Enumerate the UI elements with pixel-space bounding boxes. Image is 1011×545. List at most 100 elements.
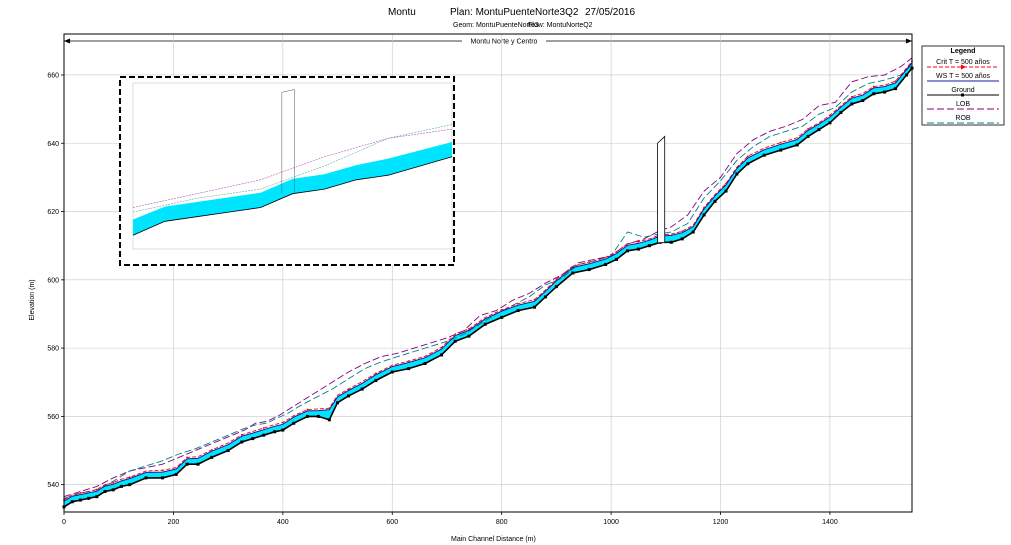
ground-marker	[587, 268, 591, 272]
ground-marker	[196, 462, 200, 466]
y-tick-label: 620	[47, 209, 59, 216]
y-tick-label: 560	[47, 414, 59, 421]
ground-marker	[571, 271, 575, 275]
crit-marker	[467, 328, 470, 330]
ground-marker	[390, 370, 394, 374]
ground-marker	[647, 244, 651, 248]
reach-span: Montu Norte y Centro	[63, 35, 913, 47]
x-tick-label: 800	[496, 519, 508, 526]
ground-marker	[292, 421, 296, 425]
legend-marker	[961, 93, 964, 97]
inset-ground-line	[132, 156, 453, 236]
crit-marker	[533, 298, 536, 301]
crit-marker	[440, 346, 443, 349]
ground-marker	[735, 172, 739, 176]
bridge-deck	[657, 135, 666, 243]
crit-marker	[681, 230, 684, 233]
y-tick-label: 640	[47, 141, 59, 148]
chart-project: Montu	[388, 7, 416, 18]
ground-marker	[762, 153, 766, 157]
ground-marker	[360, 387, 364, 391]
ground-marker	[839, 111, 843, 115]
x-tick-label: 1000	[603, 519, 619, 526]
crit-marker	[407, 360, 410, 362]
y-tick-label: 600	[47, 277, 59, 284]
chart-date: 27/05/2016	[585, 7, 635, 18]
ground-marker	[850, 102, 854, 106]
crit-marker	[79, 491, 82, 494]
ground-marker	[636, 247, 640, 251]
y-tick-label: 540	[47, 482, 59, 489]
ground-marker	[336, 401, 340, 405]
ground-marker	[453, 339, 457, 343]
y-tick-label: 660	[47, 72, 59, 79]
crit-marker	[112, 481, 115, 484]
ground-marker	[128, 483, 132, 487]
y-tick-label: 580	[47, 346, 59, 353]
series-layer	[62, 57, 914, 509]
legend-label: ROB	[955, 115, 971, 122]
legend: Legend Crit T = 500 años WS T = 500 años G…	[921, 45, 1005, 126]
ground-marker	[626, 249, 630, 253]
ground-marker	[894, 87, 898, 91]
ground-marker	[795, 143, 799, 147]
ground-marker	[828, 121, 832, 125]
ground-marker	[262, 433, 266, 437]
inset-structure	[281, 89, 295, 194]
ground-marker	[713, 199, 717, 203]
crit-marker	[615, 250, 618, 253]
ground-marker	[702, 213, 706, 217]
ground-marker	[185, 462, 189, 466]
crit-marker	[637, 240, 640, 243]
ground-marker	[724, 189, 728, 193]
chart-plan: Plan: MontuPuenteNorte3Q2	[450, 7, 579, 18]
ground-marker	[861, 99, 865, 103]
ground-marker	[251, 437, 255, 441]
ground-marker	[407, 367, 411, 371]
crit-marker	[779, 141, 782, 144]
ground-marker	[604, 262, 608, 266]
ground-marker	[95, 495, 99, 499]
ground-marker	[316, 414, 320, 418]
crit-marker	[807, 128, 809, 130]
ground-marker	[240, 440, 244, 444]
crit-marker	[872, 85, 875, 88]
crit-marker	[500, 308, 503, 311]
crit-marker	[95, 488, 98, 491]
ground-marker	[119, 484, 123, 488]
ground-marker	[111, 488, 115, 492]
legend-label: Crit T = 500 años	[936, 59, 990, 66]
crit-marker	[281, 421, 284, 424]
ground-marker	[423, 361, 427, 365]
reach-label: Montu Norte y Centro	[471, 39, 538, 46]
crit-marker	[328, 407, 331, 410]
series-lob	[63, 57, 913, 498]
ground-marker	[346, 394, 350, 398]
ground-marker	[615, 257, 619, 261]
axis-ticks: 0 200 400 600 800 1000 1200 1400 540 560 580 600 620…	[47, 72, 838, 526]
ground-marker	[669, 240, 673, 244]
legend-marker	[961, 64, 966, 70]
ground-marker	[78, 498, 82, 502]
crit-marker	[555, 278, 558, 281]
ground-marker	[374, 379, 378, 383]
legend-title: Legend	[951, 48, 976, 55]
crit-marker	[588, 261, 591, 263]
ground-marker	[160, 476, 164, 480]
ground-marker	[103, 490, 107, 494]
ground-marker	[273, 430, 277, 434]
ground-marker	[467, 334, 471, 338]
inset-detail-view	[119, 76, 455, 266]
x-tick-label: 1400	[822, 519, 838, 526]
inset-plot-frame	[132, 82, 453, 250]
ground-marker	[905, 73, 909, 77]
ground-marker	[883, 90, 887, 94]
ground-marker	[305, 414, 309, 418]
inset-water-fill	[133, 142, 452, 236]
crit-marker	[210, 448, 213, 451]
series-crit	[63, 61, 913, 501]
x-tick-label: 400	[277, 519, 289, 526]
crit-marker	[262, 427, 265, 429]
crit-marker	[128, 476, 131, 479]
